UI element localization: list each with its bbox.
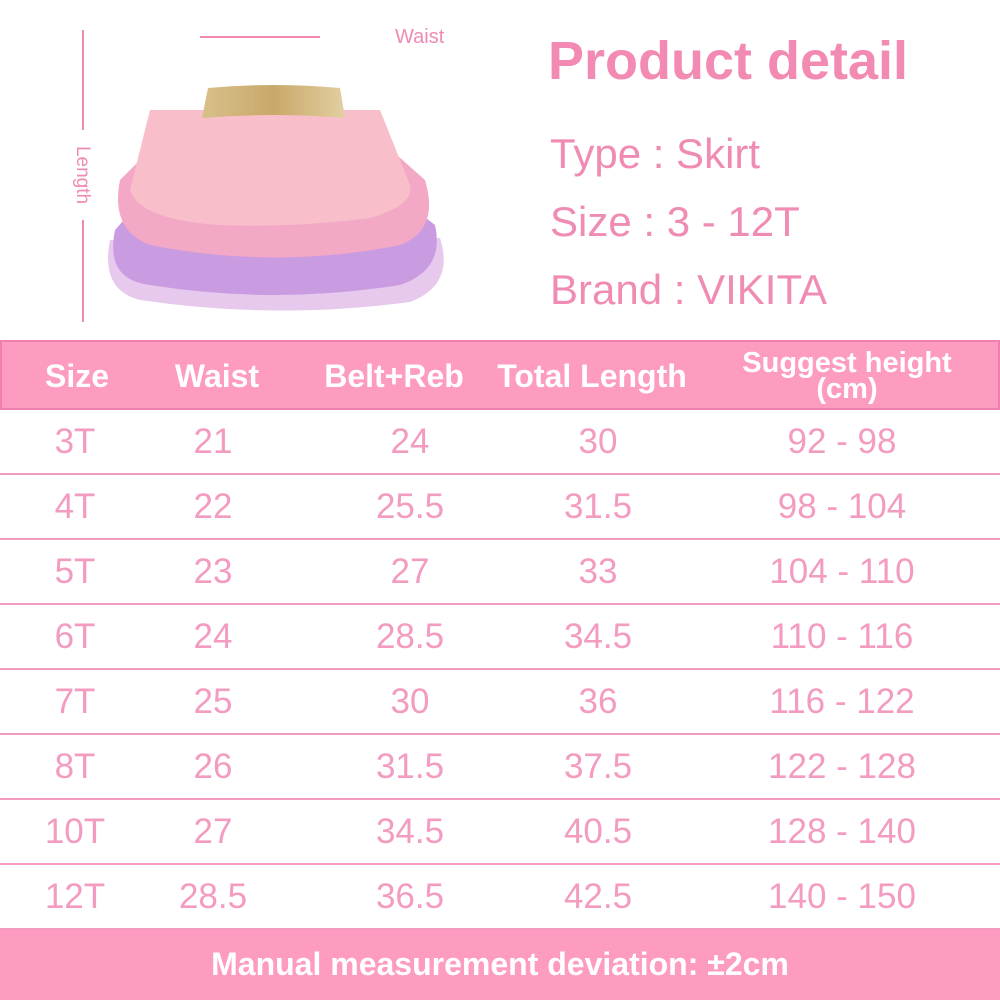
cell-waist: 22 [193, 487, 233, 526]
cell-total-length: 42.5 [563, 877, 633, 916]
cell-belt-reb: 31.5 [375, 747, 445, 786]
cell-total-length: 31.5 [563, 487, 633, 526]
cell-total-length: 37.5 [563, 747, 633, 786]
cell-belt-reb: 30 [390, 682, 430, 721]
cell-size: 7T [54, 682, 96, 721]
cell-waist: 23 [193, 552, 233, 591]
header-total-length: Total Length [497, 358, 687, 394]
cell-size: 6T [54, 617, 96, 656]
table-row: 4T 22 25.5 31.5 98 - 104 [0, 475, 1000, 540]
cell-belt-reb: 34.5 [375, 812, 445, 851]
header-size: Size [44, 358, 110, 394]
cell-belt-reb: 28.5 [375, 617, 445, 656]
cell-waist: 21 [193, 422, 233, 461]
cell-waist: 26 [193, 747, 233, 786]
length-measure-line-bottom [82, 220, 84, 322]
cell-waist: 25 [193, 682, 233, 721]
cell-total-length: 34.5 [563, 617, 633, 656]
cell-suggest-height: 116 - 122 [769, 682, 915, 721]
cell-belt-reb: 24 [390, 422, 430, 461]
cell-suggest-height: 122 - 128 [768, 747, 916, 786]
cell-size: 4T [54, 487, 96, 526]
waist-measure-line [200, 36, 320, 38]
waist-label: Waist [395, 26, 445, 48]
table-header: Size Waist Belt+Reb Total Length Suggest… [0, 340, 1000, 410]
cell-total-length: 36 [578, 682, 618, 721]
header-suggest-height: Suggest height (cm) [742, 347, 952, 405]
product-type: Type : Skirt [550, 130, 761, 177]
cell-belt-reb: 27 [390, 552, 430, 591]
cell-belt-reb: 25.5 [375, 487, 445, 526]
size-table: Size Waist Belt+Reb Total Length Suggest… [0, 340, 1000, 930]
table-row: 7T 25 30 36 116 - 122 [0, 670, 1000, 735]
cell-waist: 28.5 [178, 877, 248, 916]
cell-size: 8T [54, 747, 96, 786]
cell-belt-reb: 36.5 [375, 877, 445, 916]
product-size-range: Size : 3 - 12T [550, 198, 800, 245]
table-row: 8T 26 31.5 37.5 122 - 128 [0, 735, 1000, 800]
cell-size: 10T [44, 812, 106, 851]
cell-total-length: 33 [578, 552, 618, 591]
table-row: 6T 24 28.5 34.5 110 - 116 [0, 605, 1000, 670]
table-row: 3T 21 24 30 92 - 98 [0, 410, 1000, 475]
cell-size: 3T [54, 422, 96, 461]
cell-total-length: 30 [578, 422, 618, 461]
length-measure-line-top [82, 30, 84, 130]
header-belt-reb: Belt+Reb [324, 358, 464, 394]
measurement-deviation-note: Manual measurement deviation: ±2cm [0, 930, 1000, 1000]
cell-suggest-height: 110 - 116 [770, 617, 914, 656]
cell-waist: 24 [193, 617, 233, 656]
product-detail-title: Product detail [548, 31, 909, 91]
header-waist: Waist [174, 358, 260, 394]
cell-suggest-height: 128 - 140 [768, 812, 916, 851]
cell-suggest-height: 140 - 150 [768, 877, 916, 916]
cell-total-length: 40.5 [563, 812, 633, 851]
product-brand: Brand : VIKITA [550, 266, 827, 313]
cell-suggest-height: 104 - 110 [769, 552, 915, 591]
table-body: 3T 21 24 30 92 - 98 4T 22 25.5 31.5 98 - 104 5T 23 2… [0, 410, 1000, 930]
table-row: 10T 27 34.5 40.5 128 - 140 [0, 800, 1000, 865]
cell-suggest-height: 92 - 98 [787, 422, 897, 461]
cell-waist: 27 [193, 812, 233, 851]
table-row: 12T 28.5 36.5 42.5 140 - 150 [0, 865, 1000, 930]
table-row: 5T 23 27 33 104 - 110 [0, 540, 1000, 605]
header-suggest-height-line1: Suggest height [742, 347, 952, 379]
cell-size: 12T [44, 877, 106, 916]
cell-suggest-height: 98 - 104 [777, 487, 907, 526]
skirt-image [108, 85, 444, 311]
cell-size: 5T [54, 552, 96, 591]
header-suggest-height-unit: (cm) [816, 373, 878, 405]
